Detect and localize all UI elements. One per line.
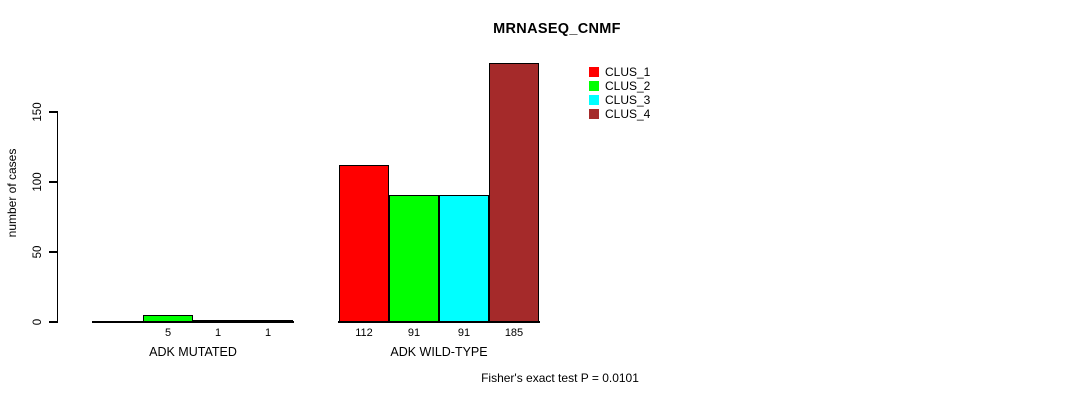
legend-label: CLUS_3 — [605, 93, 651, 107]
legend-item-clus_4: CLUS_4 — [589, 107, 650, 121]
x-axis-baseline — [92, 321, 294, 323]
bar-clus_3-mutated — [193, 319, 243, 322]
y-tick-label: 100 — [32, 172, 44, 192]
legend-swatch-clus_2 — [589, 81, 599, 91]
y-tick-mark — [48, 181, 57, 183]
y-tick-label: 150 — [32, 102, 44, 122]
y-tick-label: 50 — [32, 245, 44, 259]
legend-item-clus_2: CLUS_2 — [589, 79, 650, 93]
legend-swatch-clus_3 — [589, 95, 599, 105]
bar-value-label: 1 — [214, 327, 222, 339]
legend-label: CLUS_4 — [605, 107, 651, 121]
x-category-label: ADK WILD-TYPE — [390, 345, 488, 359]
bar-value-label: 1 — [264, 327, 272, 339]
bar-clus_3-wildtype — [439, 195, 489, 322]
legend-item-clus_3: CLUS_3 — [589, 93, 650, 107]
y-tick-label: 0 — [32, 318, 44, 326]
bar-clus_2-wildtype — [389, 195, 439, 322]
bar-group — [338, 0, 540, 323]
bar-value-label: 91 — [407, 327, 421, 339]
legend-label: CLUS_1 — [605, 65, 651, 79]
bar-value-label: 185 — [504, 327, 524, 339]
bar-group — [92, 0, 294, 323]
bar-value-label: 112 — [355, 327, 373, 339]
fisher-test-annotation: Fisher's exact test P = 0.0101 — [481, 371, 639, 385]
legend-swatch-clus_1 — [589, 67, 599, 77]
y-axis-label: number of cases — [5, 148, 19, 238]
y-tick-mark — [48, 321, 57, 323]
y-axis-line — [56, 111, 58, 323]
y-tick-mark — [48, 251, 57, 253]
chart-title: MRNASEQ_CNMF — [493, 21, 621, 37]
legend-item-clus_1: CLUS_1 — [589, 65, 650, 79]
legend: CLUS_1 CLUS_2 CLUS_3 CLUS_4 — [589, 65, 650, 121]
bar-clus_4-mutated — [243, 319, 293, 322]
bar-clus_2-mutated — [143, 315, 193, 322]
bar-clus_1-wildtype — [339, 165, 389, 322]
x-category-label: ADK MUTATED — [149, 345, 237, 359]
bar-clus_4-wildtype — [489, 63, 539, 322]
bar-value-label: 5 — [164, 327, 172, 339]
bar-value-label: 91 — [457, 327, 471, 339]
legend-swatch-clus_4 — [589, 109, 599, 119]
legend-label: CLUS_2 — [605, 79, 651, 93]
y-tick-mark — [48, 111, 57, 113]
x-axis-baseline — [338, 321, 540, 323]
